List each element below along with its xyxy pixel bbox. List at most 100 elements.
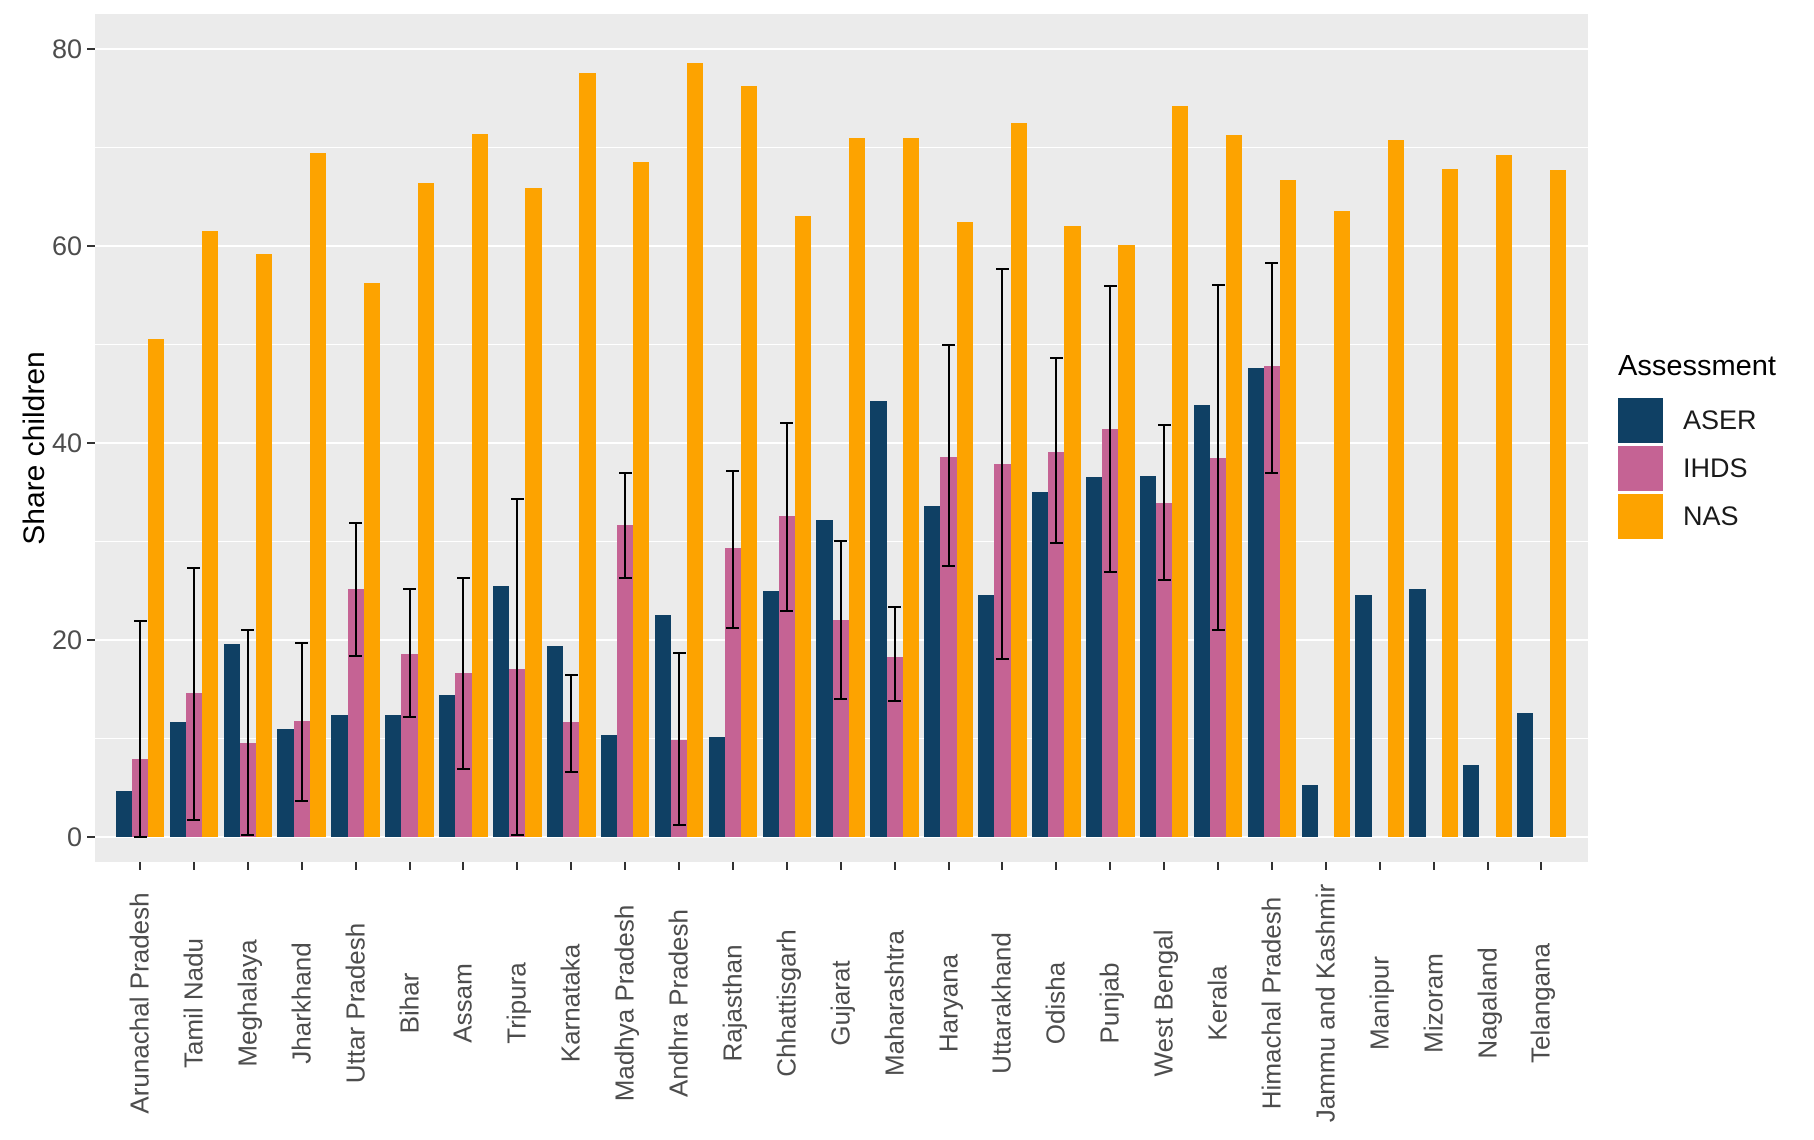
- x-tick-kerala: [1217, 862, 1219, 870]
- x-label-haryana: Haryana: [933, 953, 963, 1053]
- errorbar-cap-bottom-west-bengal: [1157, 578, 1171, 581]
- errorbar-line-odisha: [1055, 358, 1058, 544]
- major-gridline-80: [95, 48, 1588, 50]
- x-label-meghalaya: Meghalaya: [232, 939, 263, 1067]
- bar-nas-madhya-pradesh: [633, 162, 650, 837]
- legend-swatch-ihds: [1618, 445, 1663, 491]
- y-tick-40: [87, 442, 95, 444]
- bar-ihds-odisha: [1048, 451, 1065, 837]
- bar-nas-maharashtra: [902, 137, 919, 837]
- errorbar-line-meghalaya: [246, 630, 249, 836]
- x-label-maharashtra: Maharashtra: [879, 930, 910, 1076]
- errorbar-line-karnataka: [570, 675, 573, 772]
- bar-nas-mizoram: [1441, 169, 1458, 837]
- bar-aser-tamil-nadu: [169, 721, 186, 837]
- errorbar-cap-top-haryana: [942, 344, 955, 347]
- bar-ihds-himachal-pradesh: [1263, 366, 1281, 837]
- errorbar-line-gujarat: [839, 540, 842, 700]
- bar-nas-chhattisgarh: [794, 216, 812, 837]
- errorbar-cap-top-arunachal-pradesh: [133, 620, 147, 623]
- errorbar-cap-bottom-himachal-pradesh: [1265, 471, 1279, 474]
- x-tick-himachal-pradesh: [1270, 862, 1273, 870]
- bar-nas-punjab: [1118, 245, 1135, 837]
- bar-aser-rajasthan: [708, 736, 725, 837]
- x-tick-manipur: [1378, 862, 1381, 870]
- bar-nas-arunachal-pradesh: [148, 338, 165, 837]
- legend-item-nas: NAS: [1618, 493, 1776, 539]
- legend-swatch-nas: [1618, 493, 1663, 539]
- errorbar-line-jharkhand: [300, 642, 303, 801]
- y-tick-label-20: 20: [51, 625, 82, 655]
- bar-nas-nagaland: [1495, 155, 1512, 837]
- x-label-mizoram: Mizoram: [1418, 953, 1449, 1053]
- bar-aser-meghalaya: [223, 643, 240, 837]
- errorbar-cap-bottom-uttar-pradesh: [349, 654, 363, 657]
- errorbar-cap-top-bihar: [403, 587, 416, 590]
- bar-aser-west-bengal: [1139, 476, 1157, 837]
- errorbar-line-uttarakhand: [1001, 268, 1004, 659]
- errorbar-cap-top-karnataka: [564, 674, 578, 677]
- x-label-tripura: Tripura: [501, 962, 532, 1044]
- legend-title: Assessment: [1618, 350, 1776, 382]
- errorbar-line-tamil-nadu: [192, 568, 195, 821]
- bar-nas-uttarakhand: [1010, 122, 1027, 837]
- bar-aser-mizoram: [1409, 588, 1426, 837]
- bar-aser-jammu-and-kashmir: [1301, 784, 1318, 837]
- bar-aser-andhra-pradesh: [654, 615, 671, 837]
- minor-gridline-50: [95, 344, 1588, 345]
- errorbar-cap-bottom-tripura: [510, 834, 524, 837]
- errorbar-cap-top-rajasthan: [726, 469, 740, 472]
- bar-ihds-rajasthan: [724, 548, 742, 837]
- x-label-punjab: Punjab: [1094, 962, 1125, 1044]
- bar-aser-gujarat: [816, 519, 833, 837]
- errorbar-cap-top-tamil-nadu: [187, 567, 201, 570]
- y-tick-20: [87, 639, 95, 641]
- errorbar-cap-bottom-maharashtra: [888, 700, 902, 703]
- x-label-assam: Assam: [447, 963, 478, 1043]
- bar-ihds-uttar-pradesh: [347, 588, 364, 837]
- bar-aser-assam: [439, 695, 456, 837]
- x-tick-uttar-pradesh: [354, 862, 357, 870]
- bar-nas-kerala: [1226, 134, 1243, 837]
- x-label-jharkhand: Jharkhand: [286, 942, 317, 1064]
- x-tick-andhra-pradesh: [678, 862, 680, 870]
- bar-aser-tripura: [493, 585, 510, 837]
- x-tick-west-bengal: [1163, 862, 1166, 870]
- errorbar-line-punjab: [1109, 286, 1112, 573]
- bar-nas-jharkhand: [309, 153, 327, 837]
- bar-aser-bihar: [385, 714, 402, 837]
- errorbar-cap-bottom-rajasthan: [726, 627, 740, 630]
- y-tick-80: [87, 48, 95, 50]
- y-tick-label-0: 0: [66, 822, 82, 852]
- errorbar-cap-bottom-uttarakhand: [995, 657, 1009, 660]
- errorbar-line-assam: [462, 577, 465, 770]
- x-tick-mizoram: [1432, 862, 1435, 870]
- bar-nas-rajasthan: [741, 86, 758, 837]
- errorbar-cap-bottom-arunachal-pradesh: [133, 836, 147, 838]
- bar-nas-bihar: [417, 182, 434, 837]
- y-tick-0: [87, 836, 95, 838]
- errorbar-cap-top-jharkhand: [295, 641, 309, 644]
- y-tick-60: [87, 245, 95, 247]
- errorbar-cap-top-tripura: [510, 498, 524, 501]
- bar-nas-karnataka: [579, 72, 596, 837]
- legend-label-aser: ASER: [1683, 404, 1757, 435]
- bar-ihds-west-bengal: [1156, 503, 1173, 837]
- x-label-arunachal-pradesh: Arunachal Pradesh: [124, 892, 155, 1114]
- bar-nas-west-bengal: [1172, 106, 1189, 837]
- errorbar-cap-top-kerala: [1211, 284, 1225, 287]
- plot-panel: [95, 14, 1588, 862]
- x-tick-rajasthan: [731, 862, 734, 870]
- legend-label-nas: NAS: [1683, 500, 1739, 531]
- x-label-odisha: Odisha: [1040, 961, 1071, 1045]
- errorbar-line-kerala: [1217, 285, 1219, 631]
- bar-aser-punjab: [1085, 477, 1103, 837]
- y-tick-label-80: 80: [51, 34, 82, 64]
- x-label-west-bengal: West Bengal: [1148, 929, 1179, 1077]
- errorbar-cap-top-gujarat: [834, 539, 848, 542]
- x-tick-haryana: [947, 862, 950, 870]
- x-tick-assam: [462, 862, 465, 870]
- x-label-uttar-pradesh: Uttar Pradesh: [340, 922, 371, 1084]
- errorbar-cap-top-meghalaya: [241, 629, 255, 632]
- x-tick-chhattisgarh: [785, 862, 788, 870]
